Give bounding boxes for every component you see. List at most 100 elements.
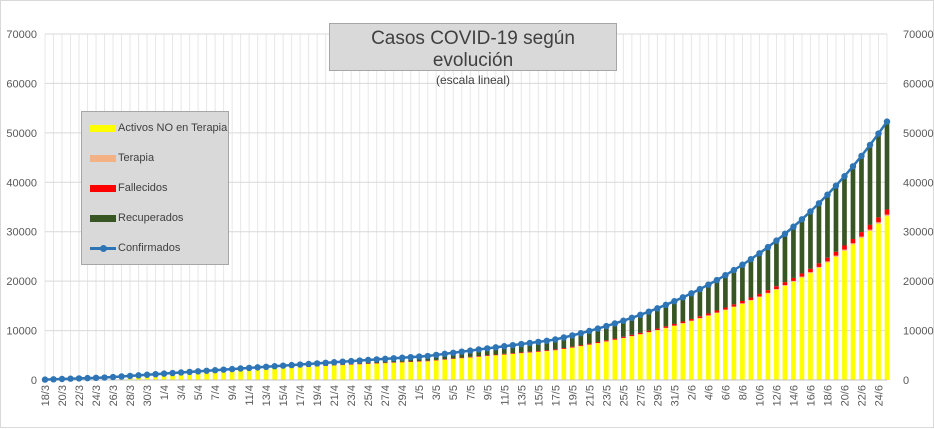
bar-fallecidos (885, 209, 890, 214)
bar-terapia (800, 277, 805, 278)
bar-activos-no-en-terapia (247, 370, 252, 380)
bar-recuperados (842, 176, 847, 245)
point-confirmados (93, 375, 99, 381)
point-confirmados (714, 277, 720, 283)
y-tick-label-left: 0 (31, 375, 37, 387)
bar-fallecidos (817, 263, 822, 267)
point-confirmados (348, 358, 354, 364)
x-tick-label: 15/4 (278, 385, 290, 406)
point-confirmados (501, 343, 507, 349)
y-tick-label-left: 70000 (6, 29, 37, 41)
bar-fallecidos (851, 239, 856, 243)
y-tick-label-right: 0 (903, 375, 909, 387)
point-confirmados (280, 362, 286, 368)
point-confirmados (356, 357, 362, 363)
bar-activos-no-en-terapia (374, 364, 379, 380)
bar-recuperados (766, 247, 771, 290)
bar-terapia (825, 261, 830, 262)
point-confirmados (807, 208, 813, 214)
x-tick-label: 13/4 (261, 385, 273, 406)
y-tick-label-left: 10000 (6, 326, 37, 338)
x-tick-label: 27/5 (635, 385, 647, 406)
bar-fallecidos (825, 258, 830, 262)
point-confirmados (101, 374, 107, 380)
point-confirmados (416, 353, 422, 359)
bar-activos-no-en-terapia (868, 231, 873, 380)
x-tick-label: 9/4 (227, 385, 239, 400)
bar-activos-no-en-terapia (519, 353, 524, 380)
x-tick-label: 1/4 (159, 385, 171, 400)
bar-activos-no-en-terapia (766, 294, 771, 380)
point-confirmados (595, 325, 601, 331)
bar-fallecidos (476, 356, 481, 357)
bar-fallecidos (834, 252, 839, 256)
bar-fallecidos (527, 352, 532, 353)
bar-fallecidos (664, 326, 669, 328)
y-tick-label-right: 70000 (903, 29, 934, 41)
bar-fallecidos (655, 329, 660, 330)
bar-terapia (715, 313, 720, 314)
bar-fallecidos (681, 321, 686, 323)
bar-terapia (766, 293, 771, 294)
bar-recuperados (783, 234, 788, 282)
legend-label-terapia: Terapia (118, 152, 154, 164)
x-tick-label: 6/6 (720, 385, 732, 400)
bar-terapia (791, 281, 796, 282)
bar-fallecidos (630, 335, 635, 336)
legend-swatch-terapia (90, 155, 116, 162)
bar-activos-no-en-terapia (264, 369, 269, 380)
bar-terapia (732, 306, 737, 307)
point-confirmados (391, 355, 397, 361)
bar-terapia (774, 289, 779, 290)
legend-item-terapia: Terapia (90, 150, 154, 166)
point-confirmados (246, 365, 252, 371)
x-tick-label: 9/5 (482, 385, 494, 400)
bar-fallecidos (621, 337, 626, 338)
x-tick-label: 30/3 (142, 385, 154, 406)
bar-activos-no-en-terapia (800, 278, 805, 380)
bar-activos-no-en-terapia (732, 307, 737, 380)
bar-recuperados (808, 211, 813, 268)
legend-label-activos: Activos NO en Terapia (118, 122, 227, 134)
bar-fallecidos (876, 217, 881, 222)
bar-recuperados (740, 265, 745, 301)
x-tick-label: 7/4 (210, 385, 222, 400)
point-confirmados (339, 358, 345, 364)
bar-fallecidos (808, 269, 813, 272)
bar-recuperados (825, 195, 830, 258)
x-tick-label: 27/4 (380, 385, 392, 406)
bar-fallecidos (706, 313, 711, 315)
bar-fallecidos (442, 359, 447, 360)
bar-activos-no-en-terapia (306, 367, 311, 380)
bar-recuperados (723, 275, 728, 307)
bar-activos-no-en-terapia (664, 328, 669, 380)
x-tick-label: 4/6 (703, 385, 715, 400)
bar-activos-no-en-terapia (842, 251, 847, 380)
bar-recuperados (885, 122, 890, 210)
bar-fallecidos (493, 355, 498, 356)
point-confirmados (476, 346, 482, 352)
chart-title-box: Casos COVID-19 según evolución (escala l… (329, 23, 617, 71)
bar-fallecidos (570, 347, 575, 348)
x-tick-label: 20/3 (57, 385, 69, 406)
bar-fallecidos (638, 333, 643, 334)
chart-title: Casos COVID-19 según evolución (330, 28, 616, 72)
bar-terapia (851, 243, 856, 244)
x-tick-label: 21/4 (329, 385, 341, 406)
bar-activos-no-en-terapia (587, 345, 592, 380)
bar-activos-no-en-terapia (349, 365, 354, 380)
point-confirmados (544, 338, 550, 344)
point-confirmados (824, 191, 830, 197)
point-confirmados (331, 359, 337, 365)
bar-activos-no-en-terapia (417, 362, 422, 380)
bar-recuperados (672, 301, 677, 324)
x-tick-label: 24/6 (873, 385, 885, 406)
x-tick-label: 31/5 (669, 385, 681, 406)
bar-activos-no-en-terapia (442, 360, 447, 380)
point-confirmados (850, 163, 856, 169)
point-confirmados (442, 351, 448, 357)
point-confirmados (42, 376, 48, 382)
y-tick-label-left: 30000 (6, 227, 37, 239)
bar-fallecidos (732, 304, 737, 306)
bar-recuperados (800, 219, 805, 273)
